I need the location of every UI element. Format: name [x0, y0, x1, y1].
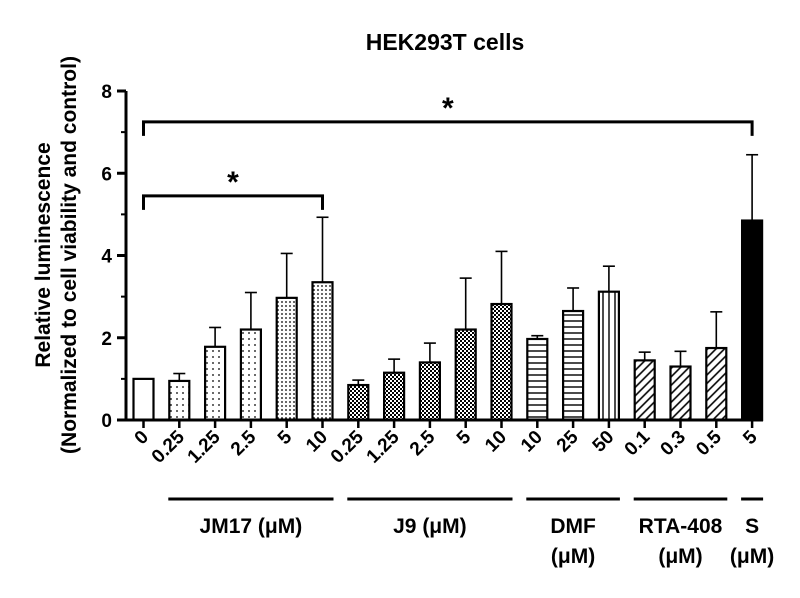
- y-tick-label-0: 0: [101, 411, 112, 432]
- y-axis: 0 2 4 6 8: [101, 82, 128, 432]
- y-axis-label: Relative luminescence (Normalized to cel…: [32, 56, 81, 454]
- group-label-1: J9 (μM): [393, 515, 467, 538]
- error-bars: [173, 153, 759, 386]
- bar-0: [132, 377, 155, 422]
- x-tick-label-15: 0.3: [657, 427, 691, 461]
- bar-7: [383, 371, 406, 422]
- x-axis: [126, 418, 763, 428]
- y-axis-label-line2: (Normalized to cell viability and contro…: [58, 56, 81, 454]
- group-label-4: S: [745, 515, 759, 538]
- x-tick-label-10: 10: [481, 427, 511, 457]
- bar-14: [633, 359, 656, 422]
- x-tick-label-2: 1.25: [184, 426, 225, 467]
- bar-10: [490, 302, 513, 422]
- bar-1: [168, 379, 191, 422]
- group-label-line2-3: (μM): [658, 545, 702, 568]
- bar-11: [526, 337, 549, 422]
- significance-star-0: *: [227, 166, 239, 199]
- bars: [132, 219, 764, 422]
- group-labels: JM17 (μM) J9 (μM) DMF (μM) RTA-408 (μM) S (μM): [168, 497, 774, 568]
- x-tick-label-8: 2.5: [406, 426, 440, 460]
- x-tick-label-11: 10: [517, 427, 547, 457]
- bar-17: [740, 219, 764, 422]
- y-tick-label-6: 6: [101, 164, 112, 185]
- bar-5: [311, 281, 334, 422]
- x-tick-label-6: 0.25: [327, 426, 368, 467]
- x-tick-label-7: 1.25: [363, 426, 404, 467]
- group-label-line2-2: (μM): [551, 545, 595, 568]
- group-label-2: DMF: [550, 515, 596, 538]
- bar-4: [275, 296, 298, 422]
- y-tick-label-2: 2: [101, 329, 112, 350]
- bar-6: [347, 383, 370, 422]
- group-label-3: RTA-408: [639, 515, 723, 538]
- bar-8: [418, 361, 441, 422]
- significance-star-1: *: [442, 92, 454, 125]
- y-axis-label-line1: Relative luminescence: [32, 142, 55, 367]
- bar-2: [204, 345, 227, 422]
- bar-13: [597, 290, 621, 422]
- group-label-line2-4: (μM): [730, 545, 774, 568]
- x-tick-label-16: 0.5: [692, 426, 726, 460]
- bar-16: [705, 346, 728, 422]
- x-tick-label-0: 0: [131, 427, 153, 449]
- x-tick-labels: 00.251.25 2.5 5 100.251.25 2.5 5 10 10 25 50 0.1 0.…: [131, 426, 762, 467]
- x-tick-label-14: 0.1: [621, 426, 655, 460]
- group-label-0: JM17 (μM): [200, 515, 303, 538]
- x-tick-label-9: 5: [453, 426, 476, 449]
- x-tick-label-12: 25: [553, 426, 583, 456]
- x-tick-label-17: 5: [739, 426, 762, 449]
- significance-brackets: **: [142, 92, 754, 210]
- bar-9: [454, 328, 477, 422]
- bar-15: [669, 365, 692, 422]
- significance-bracket-0: [142, 194, 324, 210]
- bar-12: [561, 309, 585, 422]
- chart-title: HEK293T cells: [366, 29, 525, 55]
- x-tick-label-3: 2.5: [227, 426, 261, 460]
- y-tick-label-4: 4: [101, 247, 112, 268]
- x-tick-label-4: 5: [274, 426, 297, 449]
- y-tick-label-8: 8: [101, 82, 112, 103]
- x-tick-label-13: 50: [589, 427, 619, 457]
- bar-3: [239, 328, 262, 422]
- x-tick-label-1: 0.25: [148, 426, 189, 467]
- significance-bracket-1: [142, 120, 754, 136]
